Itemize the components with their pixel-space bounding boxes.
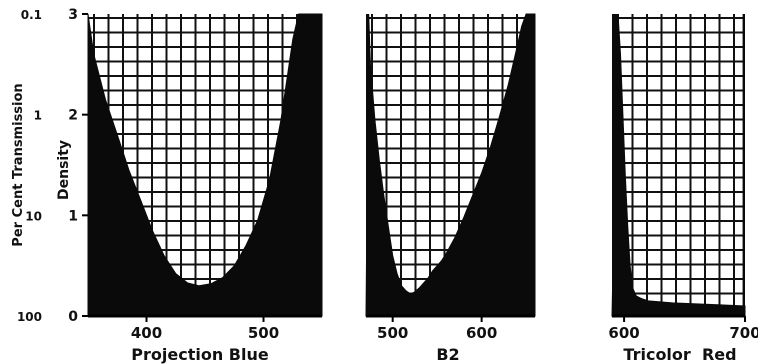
y-tick-label: 2 [68, 108, 78, 124]
y-tick-label: 1 [68, 208, 78, 224]
series-area-edge [612, 14, 619, 316]
series-area [365, 13, 536, 317]
panel-tricolor-red: 600 700 [608, 13, 758, 342]
x-axis-label-b2: B2 [436, 345, 459, 364]
y-tick-label: 3 [68, 7, 78, 23]
y-axis-label-transmission: Per Cent Transmission [11, 83, 26, 246]
x-tick-label: 500 [377, 324, 408, 342]
secondary-y-tick-label: 1 [34, 109, 42, 123]
x-tick-label: 700 [729, 324, 758, 342]
x-tick-label: 600 [466, 324, 497, 342]
series-area-edge [366, 14, 369, 316]
series-area-edge [526, 14, 535, 316]
y-tick-label: 0 [68, 309, 78, 325]
series-area-edge [304, 14, 322, 316]
secondary-y-tick-label: 10 [25, 209, 42, 223]
x-axis-label-tricolor-red: Tricolor Red [623, 345, 736, 364]
y-axis-label-density: Density [56, 140, 72, 200]
x-tick-label: 400 [131, 324, 162, 342]
x-axis-label-projection-blue: Projection Blue [131, 345, 269, 364]
panel-projection-blue: 400 500 0 1 2 3 100 10 1 0.1 [17, 7, 323, 342]
series-area [87, 13, 323, 317]
x-tick-label: 600 [608, 324, 639, 342]
plot-area [612, 14, 745, 316]
series-area-edge [742, 14, 745, 316]
panel-b2: 500 600 [365, 13, 536, 342]
secondary-y-tick-label: 0.1 [21, 8, 42, 22]
secondary-y-tick-label: 100 [17, 310, 42, 324]
x-tick-label: 500 [248, 324, 279, 342]
